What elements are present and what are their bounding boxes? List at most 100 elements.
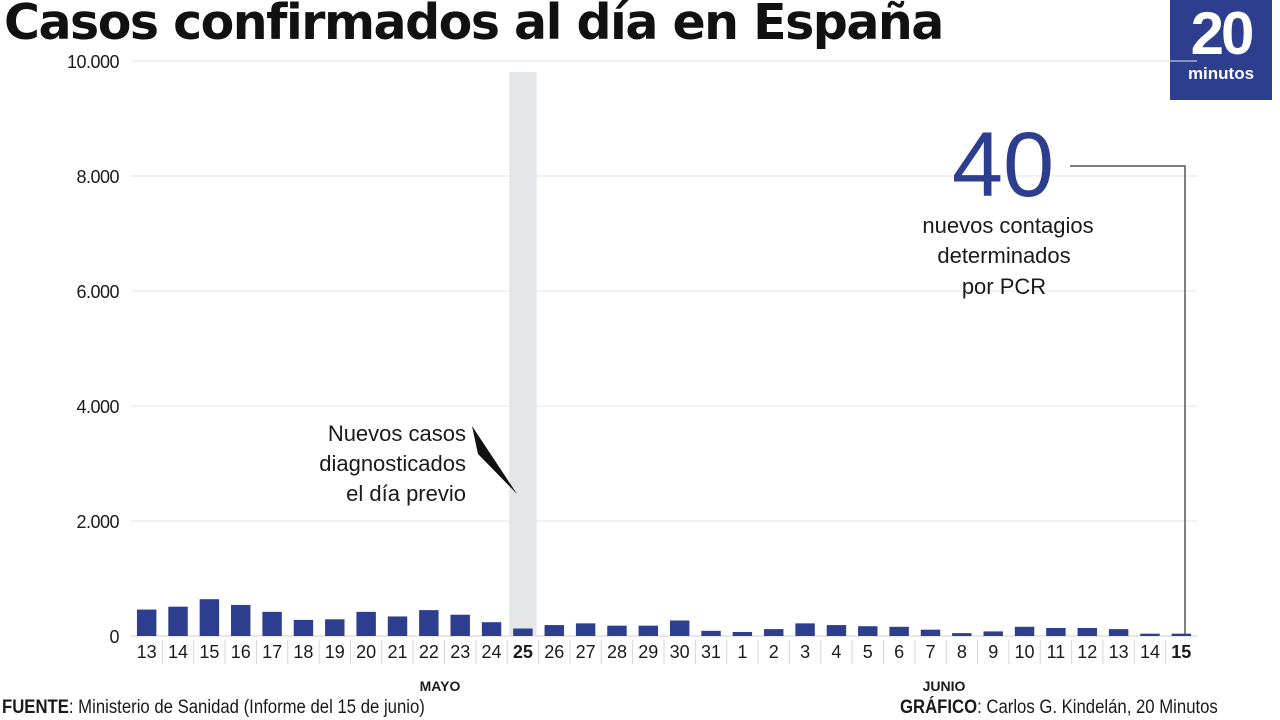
brand-logo: 20 minutos xyxy=(1170,0,1272,100)
bar xyxy=(858,626,878,636)
x-tick-label: 24 xyxy=(482,642,502,662)
x-tick-label: 21 xyxy=(387,642,407,662)
bar xyxy=(826,625,847,636)
annotation-line-2: diagnosticados xyxy=(319,451,466,476)
x-tick-label: 23 xyxy=(450,642,470,662)
x-tick-label: 11 xyxy=(1047,642,1066,662)
bar xyxy=(293,619,314,636)
logo-word: minutos xyxy=(1187,64,1255,83)
x-labels-layer: 13 14 15 16 17 18 19 20 21 22 23 24 25 26 27 28 29 30 31 1 2… xyxy=(137,640,1191,664)
callout-line-3: por PCR xyxy=(962,274,1046,299)
x-tick-label: 8 xyxy=(957,642,967,662)
bar xyxy=(419,610,439,636)
footer-credit-text: : Carlos G. Kindelán, 20 Minutos xyxy=(977,697,1218,718)
x-tick-label: 15 xyxy=(1171,642,1191,662)
y-tick-label: 6.000 xyxy=(76,282,119,302)
x-tick-label: 14 xyxy=(1140,642,1160,662)
y-tick-label: 2.000 xyxy=(76,512,119,532)
x-tick-label: 15 xyxy=(199,642,219,662)
x-tick-label: 17 xyxy=(262,642,282,662)
highlight-column xyxy=(509,72,537,636)
x-tick-label: 13 xyxy=(137,642,157,662)
footer-source-label: FUENTE xyxy=(2,697,69,718)
bar xyxy=(575,623,596,636)
annotation-line-3: el día previo xyxy=(346,481,466,506)
bar xyxy=(701,630,721,636)
bar xyxy=(669,620,690,636)
y-tick-label: 4.000 xyxy=(76,397,119,417)
y-labels-layer: 0 2.000 4.000 6.000 8.000 10.000 xyxy=(67,52,120,647)
bar xyxy=(607,625,627,636)
bar xyxy=(732,631,753,636)
logo-number: 20 xyxy=(1190,0,1255,67)
chart-title: Casos confirmados al día en España xyxy=(4,0,944,51)
x-tick-label: 26 xyxy=(544,642,564,662)
footer-credit-label: GRÁFICO xyxy=(900,697,978,718)
bar xyxy=(889,626,909,636)
x-tick-label: 25 xyxy=(513,642,533,662)
x-tick-label: 20 xyxy=(356,642,376,662)
bar xyxy=(983,631,1003,636)
x-tick-label: 29 xyxy=(638,642,658,662)
x-tick-label: 16 xyxy=(231,642,251,662)
footer-credit: GRÁFICO: Carlos G. Kindelán, 20 Minutos xyxy=(900,697,1218,719)
bar xyxy=(1171,633,1192,636)
bar xyxy=(920,629,941,636)
month-label-may: MAYO xyxy=(420,678,461,694)
y-tick-label: 10.000 xyxy=(67,52,120,72)
callout-line-2: determinados xyxy=(937,243,1070,268)
x-tick-label: 30 xyxy=(670,642,690,662)
bar xyxy=(1077,627,1097,636)
footer-source-text: : Ministerio de Sanidad (Informe del 15 … xyxy=(68,697,425,718)
bar xyxy=(450,614,470,636)
x-tick-label: 31 xyxy=(701,642,721,662)
bar xyxy=(1046,627,1066,636)
x-tick-label: 27 xyxy=(576,642,596,662)
x-tick-label: 5 xyxy=(863,642,873,662)
bar xyxy=(513,628,533,636)
x-tick-label: 7 xyxy=(925,642,935,662)
x-tick-label: 2 xyxy=(769,642,779,662)
x-tick-label: 14 xyxy=(168,642,188,662)
bar xyxy=(168,606,188,636)
x-tick-label: 10 xyxy=(1015,642,1035,662)
bar xyxy=(231,604,251,636)
x-tick-label: 12 xyxy=(1077,642,1097,662)
x-tick-label: 1 xyxy=(737,642,747,662)
callout-line-1: nuevos contagios xyxy=(922,213,1093,238)
x-tick-label: 28 xyxy=(607,642,627,662)
x-tick-label: 6 xyxy=(894,642,904,662)
bar xyxy=(952,633,972,636)
x-tick-label: 9 xyxy=(988,642,998,662)
annotation-line-1: Nuevos casos xyxy=(328,421,466,446)
highlight-layer xyxy=(509,72,537,636)
x-tick-label: 3 xyxy=(800,642,810,662)
y-tick-label: 0 xyxy=(109,627,119,647)
x-tick-label: 13 xyxy=(1109,642,1129,662)
bar xyxy=(1014,626,1035,636)
bar xyxy=(638,625,659,636)
bar xyxy=(764,629,784,636)
callout-value: 40 xyxy=(952,114,1054,216)
x-tick-label: 19 xyxy=(325,642,345,662)
bar xyxy=(356,611,376,636)
month-label-june: JUNIO xyxy=(923,678,966,694)
bar xyxy=(387,616,408,636)
bar xyxy=(544,625,564,636)
bar xyxy=(795,623,815,636)
bar xyxy=(199,599,220,636)
bar xyxy=(1108,629,1129,636)
bar xyxy=(1140,633,1160,636)
x-tick-label: 22 xyxy=(419,642,439,662)
annotation-pointer xyxy=(472,426,517,494)
footer-source: FUENTE: Ministerio de Sanidad (Informe d… xyxy=(2,697,425,719)
bar xyxy=(325,619,345,636)
x-tick-label: 18 xyxy=(293,642,313,662)
bar xyxy=(136,609,157,636)
bar xyxy=(262,611,282,636)
x-tick-label: 4 xyxy=(831,642,841,662)
y-tick-label: 8.000 xyxy=(76,167,119,187)
bars-layer xyxy=(136,599,1192,636)
bar xyxy=(481,622,502,636)
